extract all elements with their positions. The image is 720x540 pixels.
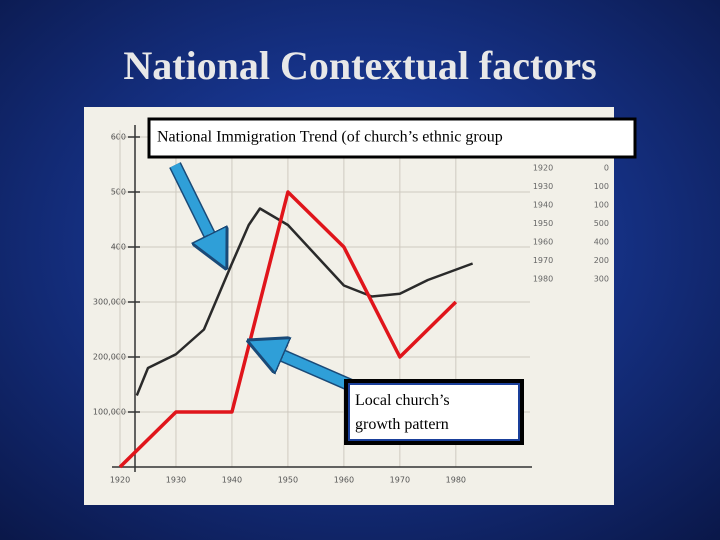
slide-title: National Contextual factors — [123, 43, 596, 88]
arrow — [170, 162, 218, 252]
y-tick-label: 200,000 — [93, 353, 126, 362]
table-cell: 1980 — [533, 275, 553, 284]
y-tick-label: 400 — [111, 243, 126, 252]
x-tick-label: 1960 — [334, 476, 354, 485]
y-tick-label: 500 — [111, 188, 126, 197]
table-cell: 1950 — [533, 219, 553, 228]
arrow — [265, 348, 352, 390]
table-cell: 100 — [594, 201, 609, 210]
table-cell: 1930 — [533, 182, 553, 191]
x-tick-label: 1970 — [390, 476, 410, 485]
callout-text: Local church’s growth pattern — [355, 392, 450, 433]
table-cell: 400 — [594, 238, 609, 247]
table-cell: 1960 — [533, 238, 553, 247]
plot: 100,000 200,000 300,000 400 500 600 1920 1930 19… — [93, 125, 609, 485]
y-tick-label: 600 — [111, 133, 126, 142]
x-tick-label: 1920 — [110, 476, 130, 485]
table-cell: 100 — [594, 182, 609, 191]
series-line — [118, 190, 458, 469]
table-cell: 500 — [594, 219, 609, 228]
x-tick-label: 1940 — [222, 476, 242, 485]
y-tick-label: 300,000 — [93, 298, 126, 307]
table-cell: 300 — [594, 275, 609, 284]
series-line — [135, 207, 474, 396]
x-tick-label: 1950 — [278, 476, 298, 485]
table-cell: 200 — [594, 256, 609, 265]
callout-box — [344, 379, 524, 445]
x-tick-label: 1980 — [446, 476, 466, 485]
table-cell: 1970 — [533, 256, 553, 265]
callout-text: National Immigration Trend (of church’s … — [157, 129, 503, 146]
table-cell: 1940 — [533, 201, 553, 210]
table-cell: 0 — [604, 164, 609, 173]
callout-box — [147, 117, 637, 159]
callout-border — [348, 383, 520, 441]
x-tick-label: 1930 — [166, 476, 186, 485]
table-cell: 1920 — [533, 164, 553, 173]
y-tick-label: 100,000 — [93, 408, 126, 417]
